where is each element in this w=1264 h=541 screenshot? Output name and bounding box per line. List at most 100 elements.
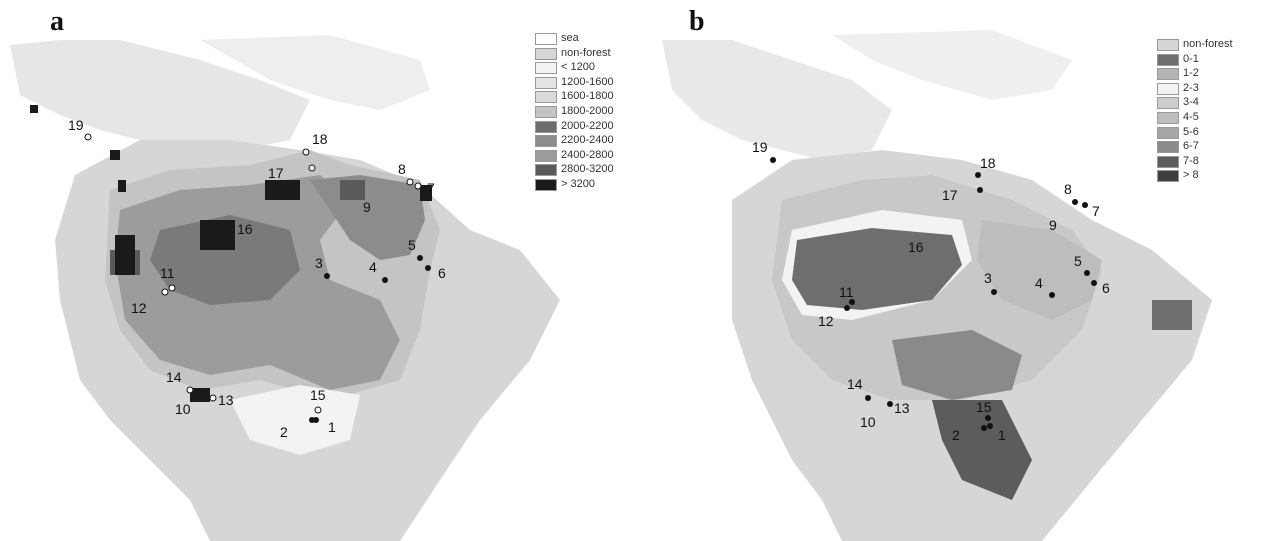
land-caribbean [200, 35, 430, 110]
site-label-16: 16 [908, 239, 924, 255]
zone-0-1 [792, 228, 962, 310]
site-label-15: 15 [976, 399, 992, 415]
zone-2200-2400 [310, 175, 425, 260]
legend-swatch [1157, 68, 1179, 81]
legend-swatch [535, 47, 557, 60]
site-marker [975, 172, 981, 178]
zone-3200-patch [118, 180, 126, 192]
site-label-1: 1 [998, 427, 1006, 443]
site-marker [84, 133, 92, 141]
legend-label: 6-7 [1183, 140, 1199, 153]
site-marker [1049, 292, 1055, 298]
site-label-18: 18 [980, 155, 996, 171]
zone-3200-patch [265, 180, 300, 200]
site-marker [987, 423, 993, 429]
zone-under-1200 [230, 385, 360, 455]
panel-label: b [689, 6, 705, 37]
site-marker [302, 148, 310, 156]
site-label-3: 3 [984, 270, 992, 286]
site-labels: 1 2 3 4 5 6 7 8 9 10 11 12 13 14 15 16 1… [68, 117, 446, 440]
legend-item: > 8 [1157, 169, 1262, 184]
site-marker [865, 395, 871, 401]
zone-6-7 [892, 330, 1022, 400]
site-label-7: 7 [1092, 203, 1100, 219]
legend-item: 1600-1800 [535, 90, 630, 105]
site-label-17: 17 [942, 187, 958, 203]
legend-item: sea [535, 32, 630, 47]
legend-label: 2400-2800 [561, 148, 614, 161]
site-marker [849, 299, 855, 305]
legend-item: 6-7 [1157, 140, 1262, 155]
legend-item: 1200-1600 [535, 76, 630, 91]
legend-label: 1800-2000 [561, 104, 614, 117]
site-marker [991, 289, 997, 295]
site-label-11: 11 [839, 284, 854, 300]
site-label-11: 11 [160, 265, 175, 281]
legend-swatch [535, 164, 557, 177]
zone-3200-patch [115, 235, 135, 275]
legend-swatch [1157, 170, 1179, 183]
site-label-14: 14 [847, 376, 863, 392]
site-label-15: 15 [310, 387, 326, 403]
legend-item: non-forest [1157, 38, 1262, 53]
site-marker [417, 255, 423, 261]
site-marker [1091, 280, 1097, 286]
site-marker [382, 277, 388, 283]
site-marker [406, 178, 414, 186]
site-label-3: 3 [315, 255, 323, 271]
site-marker [308, 164, 316, 172]
site-label-10: 10 [860, 414, 876, 430]
site-marker [313, 417, 319, 423]
legend-item: 5-6 [1157, 126, 1262, 141]
site-label-13: 13 [218, 392, 234, 408]
zone-2800-3200-patch [340, 180, 365, 200]
site-marker [844, 305, 850, 311]
legend-swatch [535, 120, 557, 133]
zone-3200-patch [110, 150, 120, 160]
site-label-4: 4 [369, 259, 377, 275]
site-label-10: 10 [175, 401, 191, 417]
legend-label: > 8 [1183, 169, 1199, 182]
legend-label: 4-5 [1183, 110, 1199, 123]
site-marker [981, 425, 987, 431]
legend-label: 5-6 [1183, 125, 1199, 138]
site-marker [186, 386, 194, 394]
zone-3200-patch [30, 105, 38, 113]
legend-swatch [535, 33, 557, 45]
site-label-16: 16 [237, 221, 253, 237]
legend-swatch [1157, 155, 1179, 168]
legend-swatch [1157, 39, 1179, 51]
legend-item: 2400-2800 [535, 149, 630, 164]
site-marker [314, 406, 322, 414]
site-marker [770, 157, 776, 163]
site-marker [977, 187, 983, 193]
legend-swatch [1157, 53, 1179, 66]
legend-swatch [1157, 97, 1179, 110]
site-label-13: 13 [894, 400, 910, 416]
site-marker [414, 182, 422, 190]
legend-swatch [1157, 82, 1179, 95]
zone-0-1-patch [1152, 300, 1192, 330]
legend-swatch [535, 76, 557, 89]
site-marker [161, 288, 169, 296]
site-marker [1084, 270, 1090, 276]
site-label-8: 8 [398, 161, 406, 177]
site-label-6: 6 [438, 265, 446, 281]
legend-swatch [1157, 111, 1179, 124]
legend-swatch [1157, 126, 1179, 139]
site-label-7: 7 [427, 180, 435, 196]
site-label-18: 18 [312, 131, 328, 147]
panel-label: a [50, 6, 64, 37]
site-marker [887, 401, 893, 407]
legend-label: 2800-3200 [561, 163, 614, 176]
site-label-5: 5 [408, 237, 416, 253]
site-marker [1082, 202, 1088, 208]
legend-item: < 1200 [535, 61, 630, 76]
legend-item: non-forest [535, 47, 630, 62]
legend-label: 2000-2200 [561, 119, 614, 132]
site-markers [84, 133, 431, 423]
legend-swatch [535, 62, 557, 75]
zone-7-8 [932, 400, 1032, 500]
legend-label: non-forest [561, 46, 611, 59]
legend-label: sea [561, 32, 579, 44]
